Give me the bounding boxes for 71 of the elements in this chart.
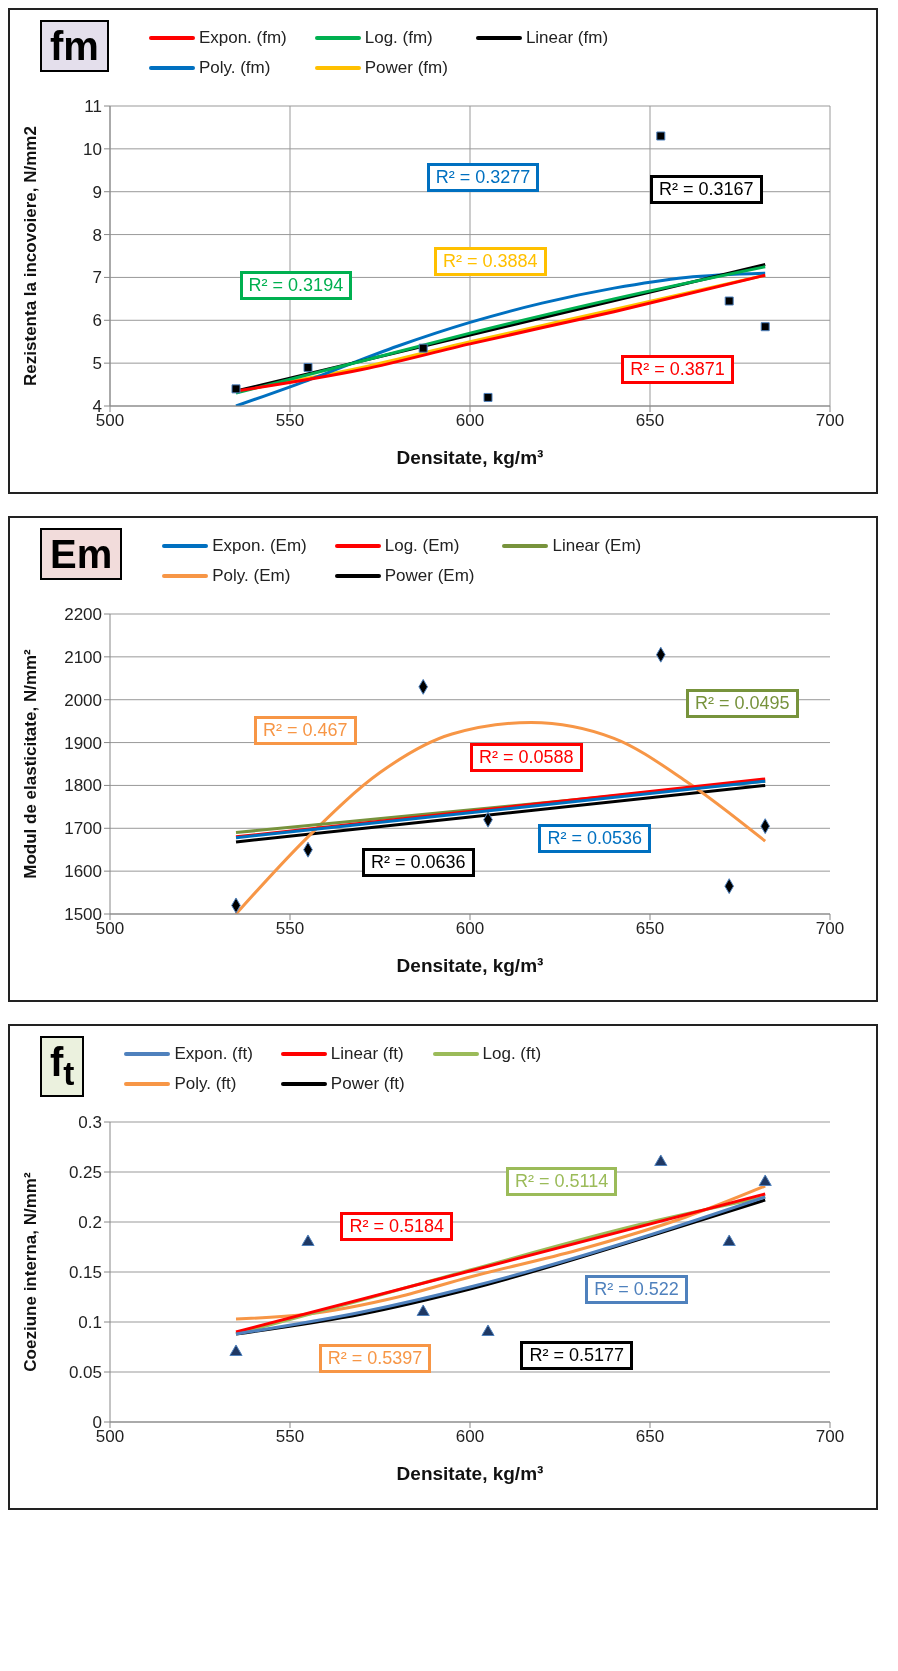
annotation: R² = 0.3167 [650, 175, 763, 204]
chart-title: Em [40, 528, 123, 580]
y-tick-label: 0.3 [78, 1113, 102, 1133]
legend-label: Power (fm) [364, 58, 448, 78]
legend-label: Expon. (fm) [198, 28, 287, 48]
x-tick-label: 700 [815, 1427, 845, 1447]
x-tick-label: 600 [455, 919, 485, 939]
annotation: R² = 0.3871 [621, 355, 734, 384]
x-axis-title: Densitate, kg/m³ [396, 1463, 544, 1484]
y-tick-label: 5 [92, 354, 102, 374]
chart-title: fm [40, 20, 109, 72]
annotation: R² = 0.0536 [538, 824, 651, 853]
y-tick-label: 0.2 [78, 1213, 102, 1233]
x-tick-label: 650 [635, 411, 665, 431]
x-axis-title: Densitate, kg/m³ [396, 955, 544, 976]
y-tick-label: 0.15 [68, 1263, 102, 1283]
annotation: R² = 0.0636 [362, 848, 475, 877]
y-tick-label: 1700 [64, 819, 102, 839]
y-tick-label: 1600 [64, 862, 102, 882]
legend-label: Poly. (Em) [212, 566, 291, 586]
annotation: R² = 0.467 [254, 716, 357, 745]
legend-label: Log. (ft) [482, 1044, 542, 1064]
legend-label: Expon. (Em) [212, 536, 307, 556]
y-tick-label: 1900 [64, 733, 102, 753]
x-tick-label: 700 [815, 411, 845, 431]
y-tick-label: 0.1 [78, 1313, 102, 1333]
legend-label: Expon. (ft) [174, 1044, 253, 1064]
legend-label: Power (Em) [384, 566, 475, 586]
x-tick-label: 650 [635, 1427, 665, 1447]
x-tick-label: 550 [275, 919, 305, 939]
annotation: R² = 0.0495 [686, 689, 799, 718]
annotation: R² = 0.522 [585, 1275, 688, 1304]
y-tick-label: 7 [92, 268, 102, 288]
y-tick-label: 2100 [64, 647, 102, 667]
y-tick-label: 0.25 [68, 1163, 102, 1183]
y-tick-label: 6 [92, 311, 102, 331]
y-tick-label: 10 [83, 139, 102, 159]
y-axis-title: Rezistenta la incovoiere, N/mm2 [21, 126, 41, 386]
x-tick-label: 550 [275, 1427, 305, 1447]
annotation: R² = 0.5177 [520, 1341, 633, 1370]
y-tick-label: 1800 [64, 776, 102, 796]
x-tick-label: 600 [455, 411, 485, 431]
legend-label: Log. (fm) [364, 28, 433, 48]
x-axis-title: Densitate, kg/m³ [396, 447, 544, 468]
x-tick-label: 600 [455, 1427, 485, 1447]
y-tick-label: 11 [84, 97, 102, 117]
y-tick-label: 2000 [64, 690, 102, 710]
y-tick-label: 8 [92, 225, 102, 245]
y-tick-label: 9 [92, 182, 102, 202]
annotation: R² = 0.3277 [426, 163, 540, 192]
legend-label: Linear (ft) [330, 1044, 404, 1064]
legend-label: Poly. (ft) [174, 1074, 237, 1094]
y-tick-label: 0.05 [68, 1363, 102, 1383]
annotation: R² = 0.3884 [434, 247, 547, 276]
chart-title: f$_{t}$ [40, 1036, 85, 1097]
x-tick-label: 700 [815, 919, 845, 939]
annotation: R² = 0.3194 [239, 271, 353, 300]
y-axis-title: Modul de elasticitate, N/mm² [21, 648, 41, 879]
y-axis-title: Coeziune interna, N/mm² [21, 1172, 41, 1372]
legend-label: Poly. (fm) [198, 58, 271, 78]
x-tick-label: 550 [275, 411, 305, 431]
x-tick-label: 650 [635, 919, 665, 939]
legend-label: Linear (Em) [552, 536, 642, 556]
legend-label: Log. (Em) [384, 536, 460, 556]
y-tick-label: 2200 [64, 605, 102, 625]
annotation: R² = 0.5184 [340, 1212, 453, 1241]
legend-label: Power (ft) [330, 1074, 405, 1094]
annotation: R² = 0.0588 [470, 743, 583, 772]
annotation: R² = 0.5397 [318, 1344, 432, 1373]
annotation: R² = 0.5114 [506, 1167, 618, 1196]
legend-label: Linear (fm) [525, 28, 609, 48]
